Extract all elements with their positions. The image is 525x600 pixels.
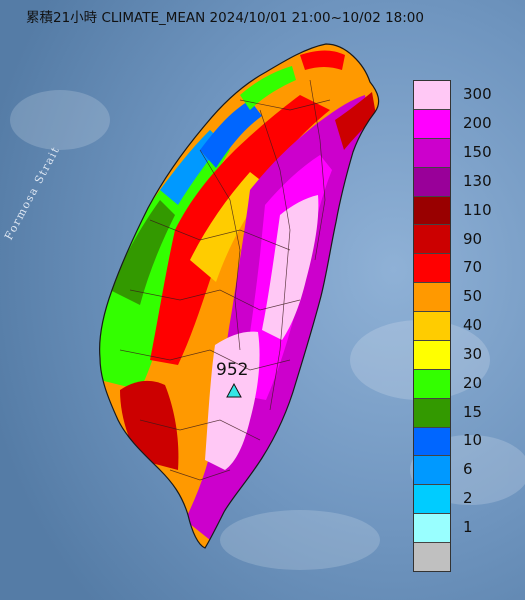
legend-label: 70 [463,258,483,277]
legend-label: 50 [463,287,483,306]
legend-label: 6 [463,460,473,479]
legend-label: 110 [463,200,492,219]
legend-label: 130 [463,171,492,190]
map-title: 累積21小時 CLIMATE_MEAN 2024/10/01 21:00~10/… [26,10,424,26]
legend-labels: 300 200 150 130 110 90 70 50 40 30 20 15 10 6 2 1 [463,80,523,570]
peak-marker-icon [226,382,242,398]
legend-label: 1 [463,517,473,536]
legend-swatch [414,485,450,515]
island-outline [99,43,380,549]
legend-swatch [414,427,450,457]
legend-swatch [414,283,450,312]
legend-label: 40 [463,316,483,335]
legend-label: 15 [463,402,483,421]
peak-value-label: 952 [216,360,249,380]
legend-swatch [414,340,450,370]
legend-swatch [414,225,450,255]
legend-swatch [414,543,450,571]
legend-swatch [414,138,450,168]
legend-label: 2 [463,489,473,507]
legend-swatch [414,81,450,110]
legend-label: 300 [463,85,492,104]
legend-swatch [414,369,450,399]
legend-swatch [414,312,450,341]
legend-swatch [414,456,450,486]
color-legend [413,80,451,572]
legend-swatch [414,514,450,543]
legend-swatch [414,254,450,284]
legend-label: 20 [463,373,483,392]
legend-swatch [414,398,450,428]
legend-swatch [414,196,450,226]
legend-label [463,541,523,570]
legend-label: 150 [463,143,492,162]
legend-label: 90 [463,229,483,248]
legend-swatch [414,167,450,197]
legend-label: 200 [463,114,492,133]
legend-label: 30 [463,344,483,363]
legend-label: 10 [463,431,483,450]
legend-swatch [414,109,450,139]
